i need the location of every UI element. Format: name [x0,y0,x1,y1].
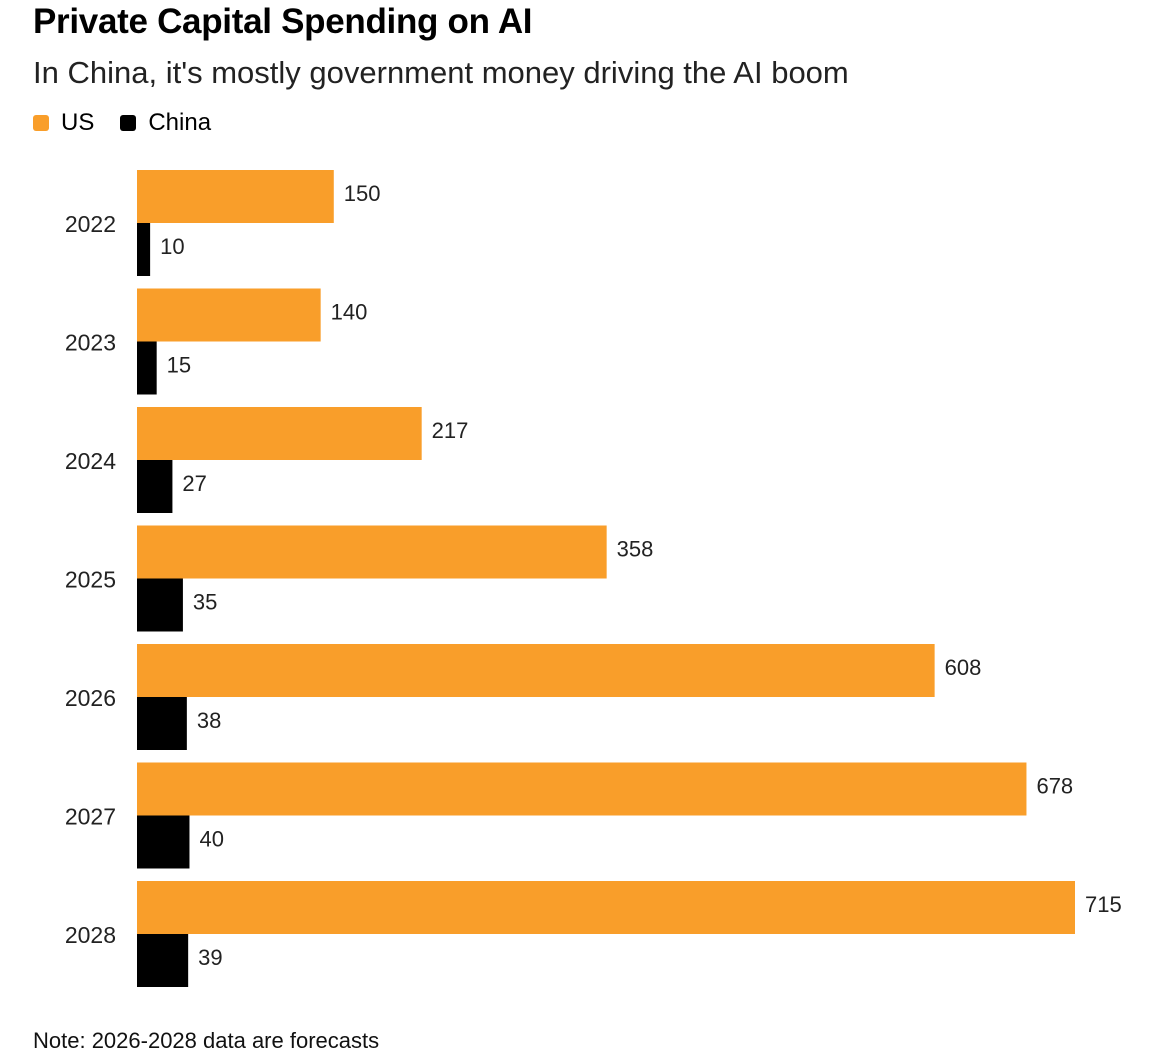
legend-swatch-us [33,115,49,131]
bar-us-2023 [137,288,321,342]
bar-china-2023 [137,341,157,395]
data-label-us-2028: 715 [1085,892,1122,917]
bar-china-2028 [137,934,189,987]
bar-us-2027 [137,762,1027,816]
bar-us-2022 [137,170,334,223]
bar-us-2025 [137,525,607,579]
chart-note: Note: 2026-2028 data are forecasts [33,1028,380,1053]
data-label-china-2028: 39 [198,945,222,970]
bar-china-2022 [137,223,151,276]
data-label-china-2025: 35 [193,590,217,615]
bar-china-2025 [137,578,183,632]
y-tick-label: 2022 [65,211,116,237]
data-label-us-2027: 678 [1036,774,1073,799]
legend-item-china: China [120,109,211,137]
y-tick-label: 2025 [65,567,116,593]
legend-label-china: China [148,109,212,136]
chart-title: Private Capital Spending on AI [33,2,533,41]
bar-us-2026 [137,644,935,697]
bar-china-2027 [137,815,190,869]
data-label-us-2025: 358 [617,537,654,562]
data-label-china-2022: 10 [160,234,184,259]
bar-us-2028 [137,881,1075,934]
chart-subtitle: In China, it's mostly government money d… [33,55,849,90]
y-tick-label: 2024 [65,448,116,474]
legend: US China [33,108,237,138]
legend-swatch-china [120,115,137,131]
y-tick-label: 2026 [65,685,116,711]
legend-item-us: US [33,109,94,137]
data-label-us-2023: 140 [331,300,368,325]
data-label-china-2027: 40 [199,827,223,852]
bar-china-2024 [137,460,173,513]
data-label-china-2024: 27 [182,471,206,496]
y-tick-label: 2028 [65,922,116,948]
y-tick-label: 2027 [65,804,116,830]
data-label-us-2022: 150 [344,181,381,206]
bar-china-2026 [137,697,187,750]
data-label-us-2024: 217 [432,418,469,443]
y-tick-label: 2023 [65,330,116,356]
data-label-china-2023: 15 [167,353,191,378]
legend-label-us: US [61,109,95,136]
bar-us-2024 [137,407,422,460]
data-label-china-2026: 38 [197,708,221,733]
data-label-us-2026: 608 [945,655,982,680]
